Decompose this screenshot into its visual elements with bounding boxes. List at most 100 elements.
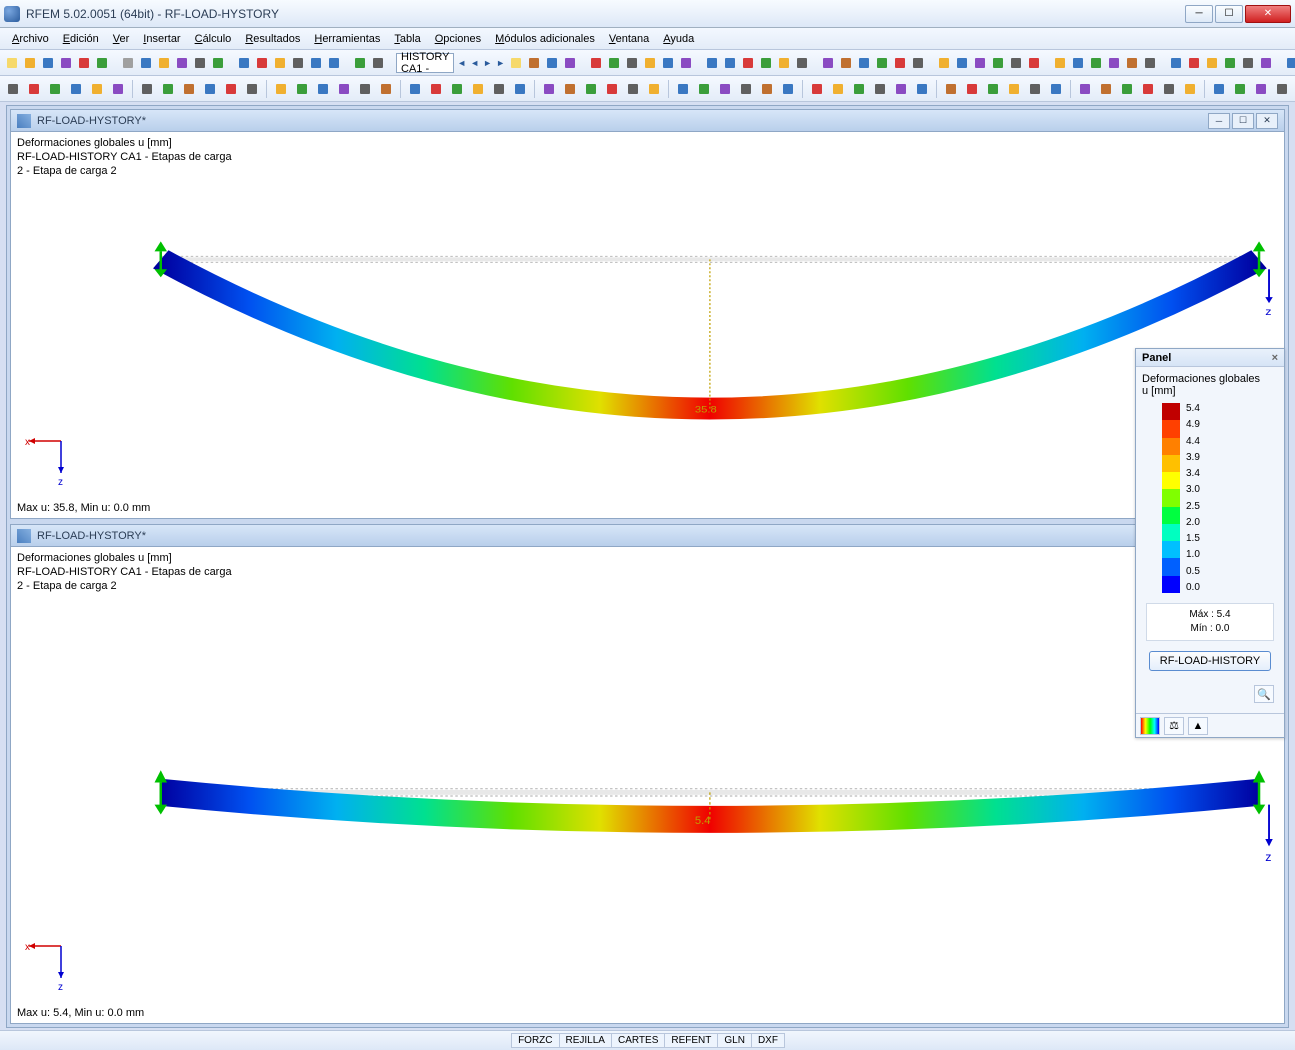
view-2-titlebar[interactable]: RF-LOAD-HYSTORY* bbox=[11, 525, 1284, 547]
toolbar-button[interactable] bbox=[808, 79, 827, 99]
panel-tab-colors-icon[interactable] bbox=[1140, 717, 1160, 735]
toolbar-button[interactable] bbox=[695, 79, 714, 99]
toolbar-button[interactable] bbox=[1142, 53, 1158, 73]
toolbar-button[interactable] bbox=[778, 79, 797, 99]
toolbar-button[interactable] bbox=[990, 53, 1006, 73]
toolbar-button[interactable] bbox=[46, 79, 65, 99]
toolbar-button[interactable] bbox=[942, 79, 961, 99]
status-cell-dxf[interactable]: DXF bbox=[751, 1033, 785, 1048]
toolbar-button[interactable] bbox=[606, 53, 622, 73]
loadcase-dropdown[interactable]: RF-LOAD-HISTORY CA1 - Etapas de car bbox=[396, 53, 454, 73]
toolbar-button[interactable] bbox=[1231, 79, 1250, 99]
toolbar-button[interactable] bbox=[562, 53, 578, 73]
menu-archivo[interactable]: Archivo bbox=[6, 31, 55, 47]
panel-module-button[interactable]: RF-LOAD-HISTORY bbox=[1149, 651, 1271, 671]
toolbar-button[interactable] bbox=[87, 79, 106, 99]
toolbar-button[interactable] bbox=[838, 53, 854, 73]
toolbar-button[interactable] bbox=[510, 79, 529, 99]
toolbar-button[interactable] bbox=[180, 79, 199, 99]
toolbar-button[interactable] bbox=[272, 53, 288, 73]
results-panel[interactable]: Panel × Deformaciones globales u [mm] 5.… bbox=[1135, 348, 1285, 738]
toolbar-button[interactable] bbox=[293, 79, 312, 99]
view-1-viewport[interactable]: Deformaciones globales u [mm] RF-LOAD-HI… bbox=[11, 132, 1284, 518]
toolbar-button[interactable] bbox=[829, 79, 848, 99]
toolbar-button[interactable] bbox=[67, 79, 86, 99]
toolbar-button[interactable] bbox=[678, 53, 694, 73]
toolbar-button[interactable] bbox=[58, 53, 74, 73]
toolbar-button[interactable] bbox=[508, 53, 524, 73]
toolbar-button[interactable] bbox=[1204, 53, 1220, 73]
toolbar-button[interactable] bbox=[623, 79, 642, 99]
toolbar-button[interactable] bbox=[326, 53, 342, 73]
toolbar-button[interactable] bbox=[370, 53, 386, 73]
toolbar-button[interactable] bbox=[820, 53, 836, 73]
nav-arrow-button[interactable]: ► bbox=[495, 53, 506, 73]
toolbar-button[interactable] bbox=[1052, 53, 1068, 73]
toolbar-button[interactable] bbox=[210, 53, 226, 73]
toolbar-button[interactable] bbox=[254, 53, 270, 73]
status-cell-forzc[interactable]: FORZC bbox=[511, 1033, 559, 1048]
toolbar-button[interactable] bbox=[1106, 53, 1122, 73]
minimize-button[interactable]: ─ bbox=[1185, 5, 1213, 23]
menu-tabla[interactable]: Tabla bbox=[388, 31, 426, 47]
toolbar-button[interactable] bbox=[642, 53, 658, 73]
toolbar-button[interactable] bbox=[856, 53, 872, 73]
toolbar-button[interactable] bbox=[76, 53, 92, 73]
view-1-close[interactable]: ✕ bbox=[1256, 113, 1278, 129]
toolbar-button[interactable] bbox=[794, 53, 810, 73]
toolbar-button[interactable] bbox=[1008, 53, 1024, 73]
toolbar-button[interactable] bbox=[660, 53, 676, 73]
toolbar-button[interactable] bbox=[716, 79, 735, 99]
menu-ayuda[interactable]: Ayuda bbox=[657, 31, 700, 47]
view-1-titlebar[interactable]: RF-LOAD-HYSTORY* ─ ☐ ✕ bbox=[11, 110, 1284, 132]
toolbar-button[interactable] bbox=[874, 53, 890, 73]
toolbar-button[interactable] bbox=[1118, 79, 1137, 99]
toolbar-button[interactable] bbox=[4, 53, 20, 73]
panel-close-icon[interactable]: × bbox=[1272, 352, 1278, 364]
toolbar-button[interactable] bbox=[1026, 53, 1042, 73]
toolbar-button[interactable] bbox=[1046, 79, 1065, 99]
toolbar-button[interactable] bbox=[737, 79, 756, 99]
toolbar-button[interactable] bbox=[1168, 53, 1184, 73]
toolbar-button[interactable] bbox=[963, 79, 982, 99]
toolbar-button[interactable] bbox=[1180, 79, 1199, 99]
toolbar-button[interactable] bbox=[138, 53, 154, 73]
menu-ver[interactable]: Ver bbox=[107, 31, 136, 47]
maximize-button[interactable]: ☐ bbox=[1215, 5, 1243, 23]
toolbar-button[interactable] bbox=[308, 53, 324, 73]
magnify-icon[interactable]: 🔍 bbox=[1254, 685, 1274, 703]
status-cell-rejilla[interactable]: REJILLA bbox=[559, 1033, 612, 1048]
toolbar-button[interactable] bbox=[355, 79, 374, 99]
toolbar-button[interactable] bbox=[544, 53, 560, 73]
toolbar-button[interactable] bbox=[314, 79, 333, 99]
toolbar-button[interactable] bbox=[427, 79, 446, 99]
toolbar-button[interactable] bbox=[1005, 79, 1024, 99]
menu-módulos-adicionales[interactable]: Módulos adicionales bbox=[489, 31, 601, 47]
toolbar-button[interactable] bbox=[1097, 79, 1116, 99]
panel-tab-factors-icon[interactable]: ⚖ bbox=[1164, 717, 1184, 735]
toolbar-button[interactable] bbox=[25, 79, 44, 99]
nav-arrow-button[interactable]: ◄ bbox=[469, 53, 480, 73]
toolbar-button[interactable] bbox=[1240, 53, 1256, 73]
toolbar-button[interactable] bbox=[1070, 53, 1086, 73]
menu-cálculo[interactable]: Cálculo bbox=[189, 31, 238, 47]
toolbar-button[interactable] bbox=[272, 79, 291, 99]
toolbar-button[interactable] bbox=[891, 79, 910, 99]
toolbar-button[interactable] bbox=[406, 79, 425, 99]
toolbar-button[interactable] bbox=[1284, 53, 1295, 73]
view-1-maximize[interactable]: ☐ bbox=[1232, 113, 1254, 129]
toolbar-button[interactable] bbox=[1210, 79, 1229, 99]
menu-opciones[interactable]: Opciones bbox=[429, 31, 487, 47]
view-2-viewport[interactable]: Deformaciones globales u [mm] RF-LOAD-HI… bbox=[11, 547, 1284, 1023]
toolbar-button[interactable] bbox=[871, 79, 890, 99]
toolbar-button[interactable] bbox=[236, 53, 252, 73]
toolbar-button[interactable] bbox=[242, 79, 261, 99]
toolbar-button[interactable] bbox=[489, 79, 508, 99]
toolbar-button[interactable] bbox=[644, 79, 663, 99]
toolbar-button[interactable] bbox=[674, 79, 693, 99]
toolbar-button[interactable] bbox=[740, 53, 756, 73]
status-cell-refent[interactable]: REFENT bbox=[664, 1033, 718, 1048]
toolbar-button[interactable] bbox=[376, 79, 395, 99]
toolbar-button[interactable] bbox=[138, 79, 157, 99]
toolbar-button[interactable] bbox=[1139, 79, 1158, 99]
